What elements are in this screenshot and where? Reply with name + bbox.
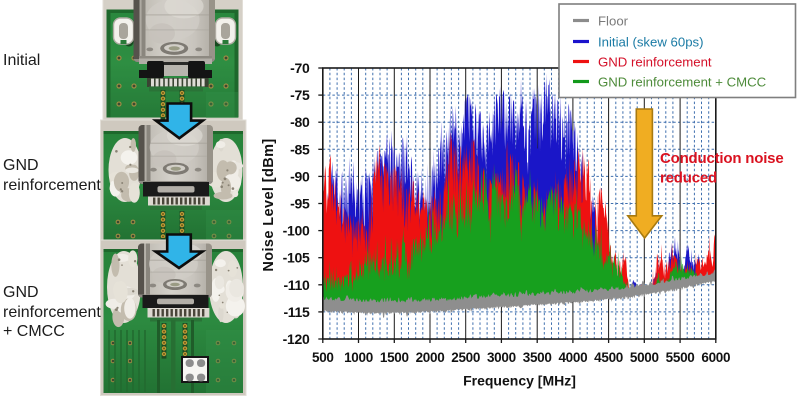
svg-text:Frequency [MHz]: Frequency [MHz] xyxy=(463,373,576,389)
svg-text:1500: 1500 xyxy=(380,350,409,365)
svg-text:5000: 5000 xyxy=(630,350,659,365)
svg-text:reduced: reduced xyxy=(660,170,717,187)
svg-text:-115: -115 xyxy=(283,304,310,320)
svg-text:Floor: Floor xyxy=(598,14,629,29)
svg-text:Initial (skew 60ps): Initial (skew 60ps) xyxy=(598,35,704,50)
svg-text:-90: -90 xyxy=(290,168,310,184)
svg-text:Conduction noise: Conduction noise xyxy=(660,150,783,167)
svg-text:4000: 4000 xyxy=(558,350,587,365)
svg-text:-120: -120 xyxy=(283,331,310,347)
svg-text:-70: -70 xyxy=(290,60,310,76)
svg-text:-110: -110 xyxy=(283,277,310,293)
svg-text:1000: 1000 xyxy=(344,350,373,365)
svg-text:5500: 5500 xyxy=(666,350,695,365)
svg-text:3000: 3000 xyxy=(487,350,516,365)
svg-text:2500: 2500 xyxy=(451,350,480,365)
svg-text:500: 500 xyxy=(312,350,334,365)
svg-text:-105: -105 xyxy=(283,250,310,266)
svg-text:Noise Level [dBm]: Noise Level [dBm] xyxy=(261,138,277,271)
svg-text:4500: 4500 xyxy=(594,350,623,365)
svg-text:-100: -100 xyxy=(283,223,310,239)
svg-text:3500: 3500 xyxy=(523,350,552,365)
svg-text:-80: -80 xyxy=(290,114,310,130)
svg-text:-85: -85 xyxy=(290,141,310,157)
svg-text:-95: -95 xyxy=(290,196,310,212)
svg-text:6000: 6000 xyxy=(701,350,730,365)
svg-text:-75: -75 xyxy=(290,87,310,103)
svg-text:GND reinforcement + CMCC: GND reinforcement + CMCC xyxy=(598,75,767,90)
svg-text:2000: 2000 xyxy=(416,350,445,365)
svg-text:GND reinforcement: GND reinforcement xyxy=(598,55,712,70)
